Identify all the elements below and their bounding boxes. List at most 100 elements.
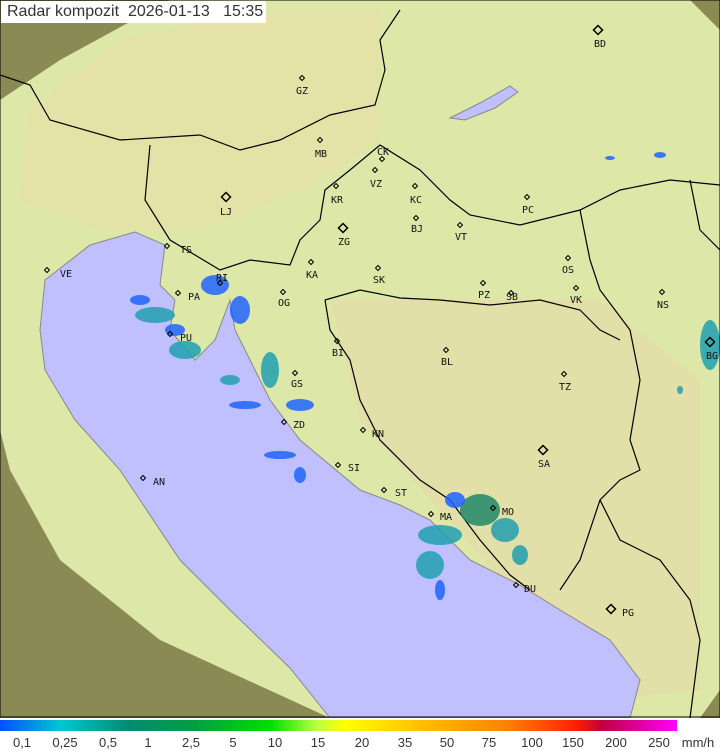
city-bl: BL (441, 346, 453, 368)
city-label: VK (570, 295, 582, 306)
city-ve: VE (43, 266, 72, 280)
precipitation-cell (130, 295, 150, 305)
scale-label: 5 (229, 735, 237, 750)
city-label: MB (315, 149, 327, 160)
city-label: MA (440, 512, 452, 523)
city-markers: GZ BD MB CK VZ KR KC PC LJ BJ ZG VT TS VE KA SK OS RI PZ SB… (43, 24, 718, 619)
city-label: KA (306, 270, 318, 281)
city-mb: MB (315, 136, 327, 160)
precipitation-cell (460, 494, 500, 526)
city-label: OG (278, 298, 290, 309)
city-marker-icon (380, 486, 388, 494)
country-borders (0, 9, 720, 718)
city-marker-icon (334, 461, 342, 469)
city-marker-icon (523, 193, 531, 201)
city-lj: LJ (220, 191, 232, 218)
city-bi: BI (332, 337, 344, 359)
city-label: KC (410, 195, 422, 206)
scale-label: 0,5 (98, 735, 118, 750)
city-vz: VZ (370, 166, 382, 190)
city-label: SI (348, 463, 360, 474)
city-marker-icon (371, 166, 379, 174)
precipitation-cell (230, 296, 250, 324)
capital-marker-icon (537, 444, 549, 456)
city-label: PC (522, 205, 534, 216)
city-label: BI (332, 348, 344, 359)
city-sb: SB (506, 289, 518, 303)
precipitation-cell (229, 401, 261, 409)
capital-marker-icon (220, 191, 232, 203)
radar-precipitation (130, 152, 720, 600)
precipitation-cell (165, 324, 185, 336)
city-mo: MO (489, 504, 514, 518)
capital-marker-icon (704, 336, 716, 348)
city-gs: GS (291, 369, 303, 390)
city-label: BG (706, 351, 718, 362)
city-label: AN (153, 477, 165, 488)
city-marker-icon (316, 136, 324, 144)
coverage-shade-nw (20, 10, 380, 230)
scale-label: 2,5 (181, 735, 201, 750)
city-marker-icon (333, 337, 341, 345)
precipitation-cell (512, 545, 528, 565)
city-marker-icon (564, 254, 572, 262)
city-bd: BD (592, 24, 606, 50)
capital-marker-icon (592, 24, 604, 36)
city-marker-icon (512, 581, 520, 589)
capital-marker-icon (605, 603, 617, 615)
city-label: TZ (559, 382, 571, 393)
city-marker-icon (139, 474, 147, 482)
coverage-shade-se (330, 300, 700, 700)
city-pz: PZ (478, 279, 490, 301)
scale-label: 1 (144, 735, 152, 750)
city-label: SA (538, 459, 550, 470)
city-label: RI (216, 273, 228, 284)
city-sk: SK (373, 264, 385, 286)
city-zg: ZG (337, 222, 350, 248)
city-label: LJ (220, 207, 232, 218)
city-label: MO (502, 507, 514, 518)
city-label: GS (291, 379, 303, 390)
city-marker-icon (378, 155, 386, 163)
city-st: ST (380, 486, 407, 499)
scale-unit: mm/h (681, 735, 715, 750)
city-marker-icon (572, 284, 580, 292)
city-marker-icon (216, 279, 224, 287)
city-vk: VK (570, 284, 582, 306)
precipitation-cell (294, 467, 306, 483)
city-marker-icon (658, 288, 666, 296)
city-pg: PG (605, 603, 634, 619)
city-label: PG (622, 608, 634, 619)
city-label: BD (594, 39, 606, 50)
city-vt: VT (455, 221, 467, 243)
precipitation-cell (445, 492, 465, 508)
city-marker-icon (411, 182, 419, 190)
city-label: SB (506, 292, 518, 303)
precipitation-cell (135, 307, 175, 323)
city-bg: BG (704, 336, 718, 362)
city-label: NS (657, 300, 669, 311)
precipitation-cell (264, 451, 296, 459)
map-frame (0, 0, 720, 718)
city-marker-icon (291, 369, 299, 377)
city-bj: BJ (411, 214, 423, 235)
city-sa: SA (537, 444, 550, 470)
city-pc: PC (522, 193, 534, 216)
precipitation-cell (677, 386, 683, 394)
city-label: KN (372, 429, 384, 440)
city-label: OS (562, 265, 574, 276)
precipitation-cell (491, 518, 519, 542)
precipitation-cell (654, 152, 666, 158)
city-marker-icon (479, 279, 487, 287)
scale-label: 50 (439, 735, 455, 750)
city-label: SK (373, 275, 385, 286)
scale-label: 250 (648, 735, 670, 750)
precipitation-color-scale (0, 720, 677, 731)
city-label: CK (377, 147, 389, 158)
scale-label: 100 (521, 735, 543, 750)
city-marker-icon (560, 370, 568, 378)
city-label: PA (188, 292, 200, 303)
city-marker-icon (174, 289, 182, 297)
city-kn: KN (359, 426, 384, 440)
